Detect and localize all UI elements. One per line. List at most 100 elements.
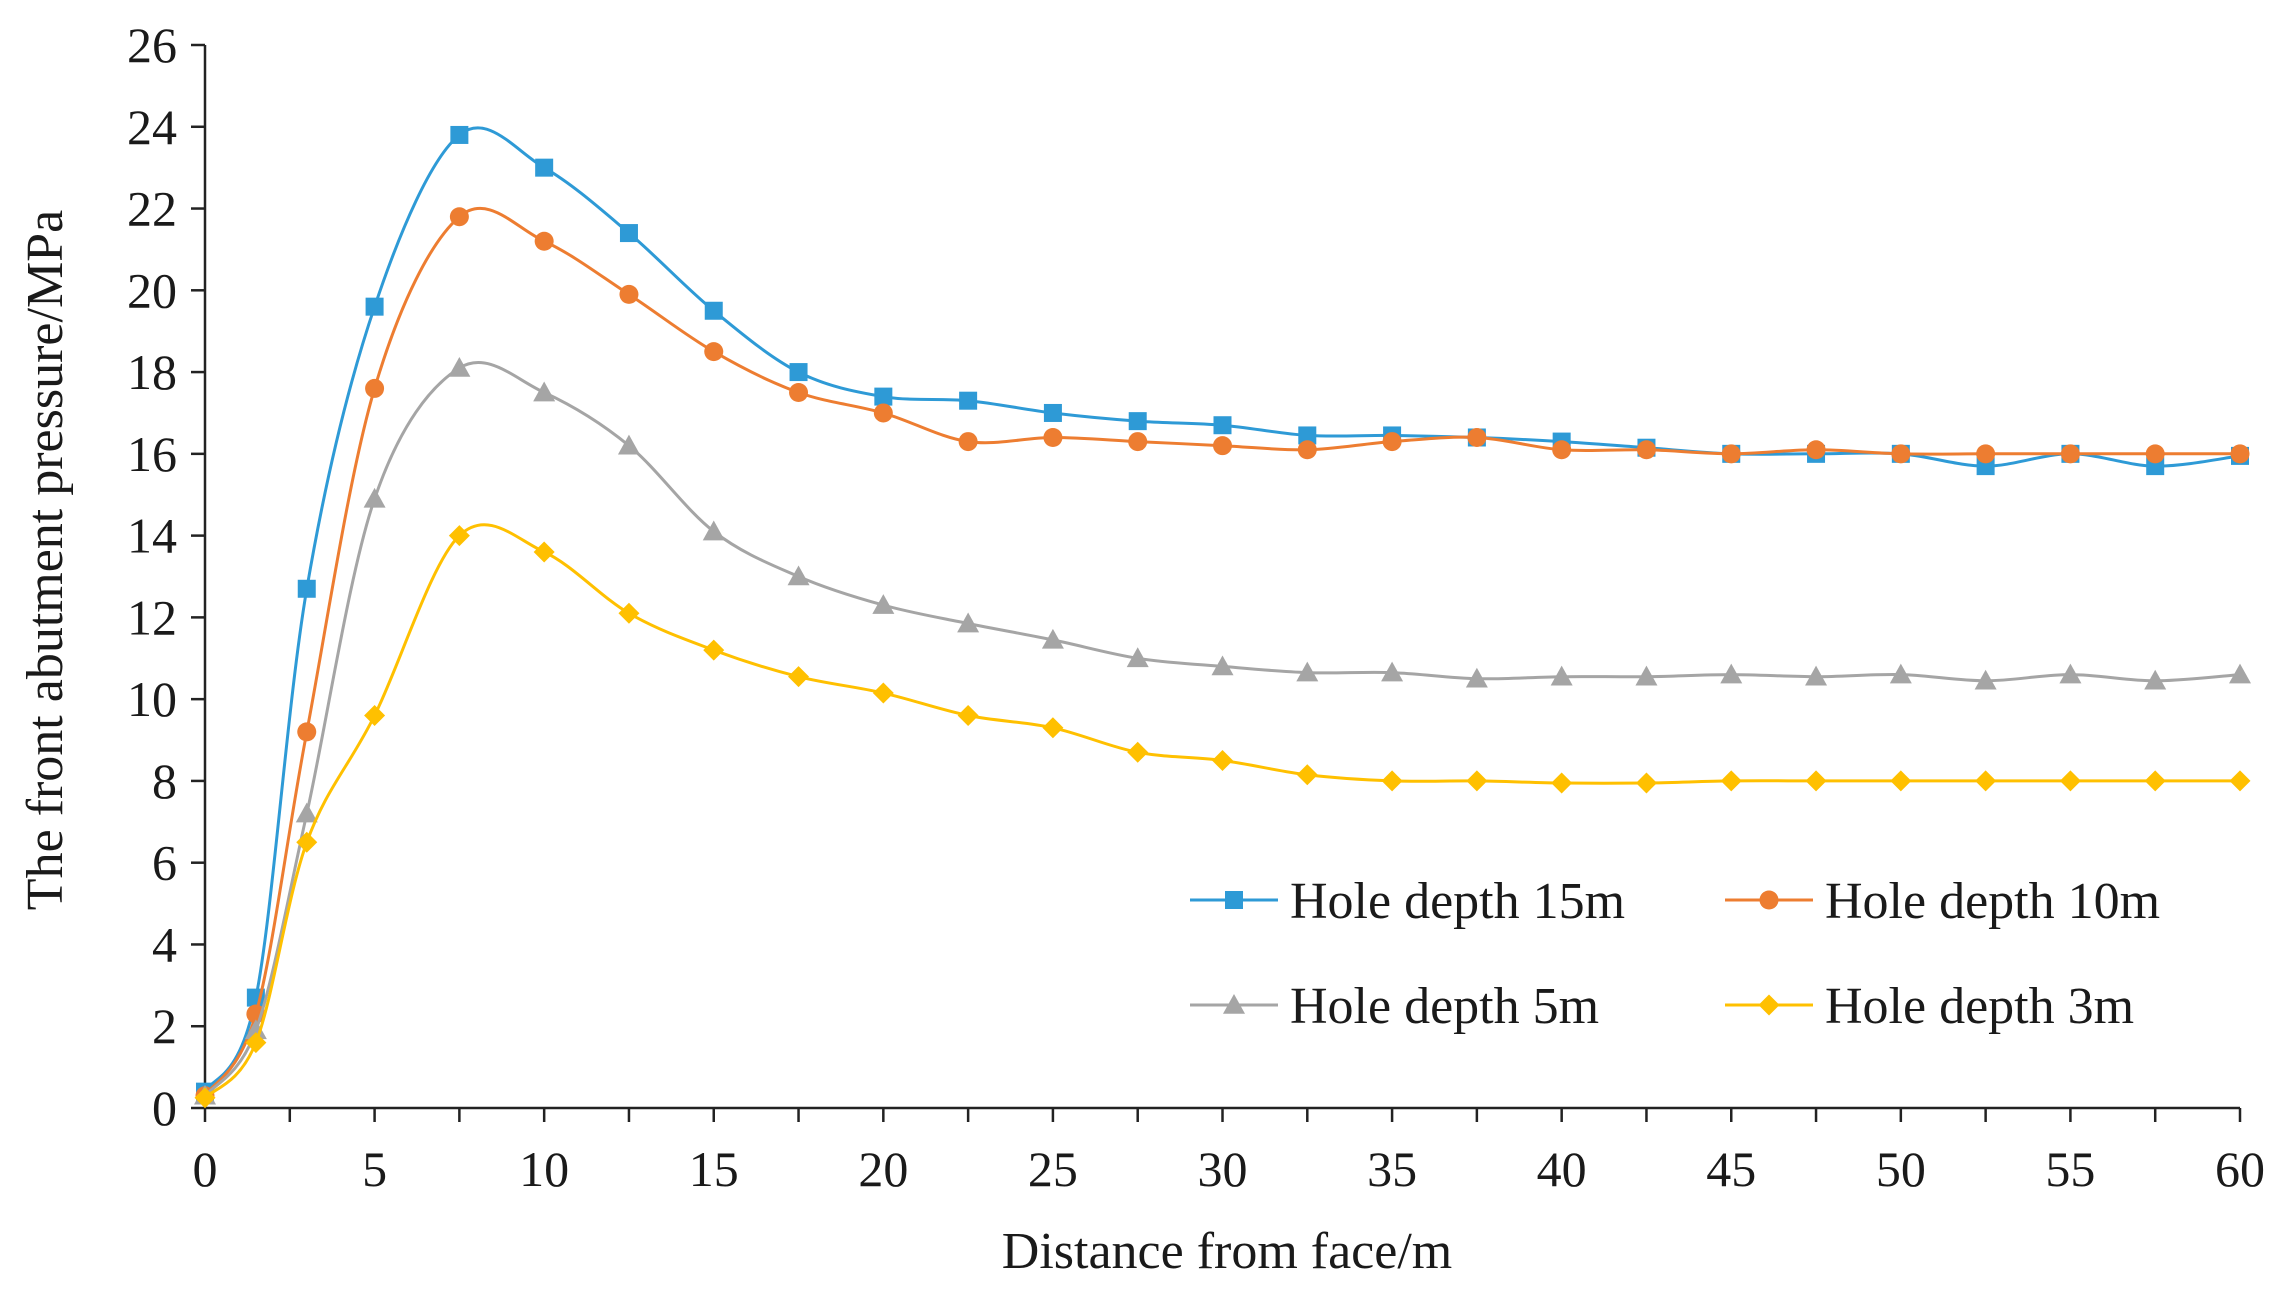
data-point bbox=[1127, 741, 1149, 763]
legend-marker bbox=[1225, 891, 1243, 909]
data-point bbox=[1976, 444, 1996, 464]
data-point bbox=[1213, 416, 1232, 435]
data-point bbox=[363, 487, 386, 508]
data-point bbox=[2144, 770, 2166, 792]
data-point bbox=[295, 802, 318, 823]
data-point bbox=[1213, 436, 1232, 456]
x-tick-label: 35 bbox=[1367, 1141, 1417, 1197]
legend-label: Hole depth 3m bbox=[1825, 978, 2134, 1035]
series-area bbox=[194, 125, 2251, 1109]
data-point bbox=[619, 284, 639, 304]
y-tick-label: 16 bbox=[127, 426, 177, 482]
data-point bbox=[617, 434, 640, 455]
legend-label: Hole depth 5m bbox=[1290, 978, 1599, 1035]
data-point bbox=[297, 722, 317, 742]
y-tick-label: 4 bbox=[152, 916, 177, 972]
legend-item: Hole depth 10m bbox=[1725, 873, 2160, 930]
series-3 bbox=[194, 523, 2251, 1109]
data-point bbox=[957, 705, 979, 727]
x-axis: 0 5 10 15 20 25 30 35 40 45 50 55 60 bbox=[193, 1106, 2265, 1197]
legend-marker bbox=[1223, 994, 1245, 1014]
series-2 bbox=[194, 356, 2251, 1105]
data-point bbox=[1128, 412, 1147, 431]
data-point bbox=[1465, 667, 1488, 688]
series-0 bbox=[196, 125, 2249, 1101]
data-point bbox=[619, 224, 638, 243]
y-tick-label: 24 bbox=[127, 99, 177, 155]
y-tick-label: 20 bbox=[127, 262, 177, 318]
data-point bbox=[1296, 661, 1319, 682]
legend: Hole depth 15m Hole depth 10m Hole depth 5… bbox=[1190, 873, 2160, 1035]
y-tick-label: 14 bbox=[127, 508, 177, 564]
data-point bbox=[1466, 770, 1488, 792]
data-point bbox=[1381, 770, 1403, 792]
data-point bbox=[957, 612, 980, 633]
data-point bbox=[1805, 665, 1828, 686]
data-point bbox=[1381, 661, 1404, 682]
data-point bbox=[872, 682, 894, 704]
x-tick-label: 45 bbox=[1706, 1141, 1756, 1197]
data-point bbox=[1043, 403, 1062, 422]
data-point bbox=[874, 387, 893, 406]
y-tick-label: 2 bbox=[152, 998, 177, 1054]
data-point bbox=[789, 383, 809, 403]
data-point bbox=[1636, 440, 1656, 460]
data-point bbox=[450, 125, 469, 144]
data-point bbox=[1042, 717, 1064, 739]
data-point bbox=[873, 403, 893, 423]
x-tick-label: 10 bbox=[519, 1141, 569, 1197]
data-point bbox=[2229, 770, 2251, 792]
data-point bbox=[959, 391, 978, 410]
data-point bbox=[1721, 444, 1741, 464]
data-point bbox=[533, 381, 556, 402]
y-tick-label: 22 bbox=[127, 181, 177, 237]
y-axis-title: The front abutment pressure/MPa bbox=[17, 210, 74, 910]
data-point bbox=[872, 594, 895, 614]
y-tick-label: 6 bbox=[152, 835, 177, 891]
x-tick-label: 0 bbox=[193, 1141, 218, 1197]
data-point bbox=[1891, 444, 1911, 464]
data-point bbox=[1297, 440, 1317, 460]
x-tick-label: 30 bbox=[1198, 1141, 1248, 1197]
data-point bbox=[702, 520, 725, 541]
data-point bbox=[704, 342, 724, 362]
data-point bbox=[194, 1087, 216, 1109]
data-point bbox=[2145, 444, 2165, 464]
x-tick-label: 55 bbox=[2045, 1141, 2095, 1197]
legend-item: Hole depth 15m bbox=[1190, 873, 1625, 930]
data-point bbox=[1890, 770, 1912, 792]
data-point bbox=[365, 378, 385, 398]
x-tick-label: 20 bbox=[858, 1141, 908, 1197]
data-point bbox=[787, 565, 810, 586]
data-point bbox=[788, 666, 810, 688]
data-point bbox=[1212, 749, 1233, 771]
x-axis-title: Distance from face/m bbox=[1002, 1223, 1452, 1280]
data-point bbox=[1298, 426, 1317, 445]
data-point bbox=[1805, 770, 1827, 792]
data-point bbox=[1041, 628, 1064, 649]
legend-marker bbox=[1758, 994, 1780, 1016]
data-point bbox=[1975, 770, 1997, 792]
data-point bbox=[1043, 427, 1063, 447]
y-tick-label: 8 bbox=[152, 753, 177, 809]
y-tick-label: 10 bbox=[127, 671, 177, 727]
data-point bbox=[449, 207, 469, 227]
x-tick-label: 25 bbox=[1028, 1141, 1078, 1197]
x-tick-label: 5 bbox=[362, 1141, 387, 1197]
data-point bbox=[2060, 444, 2080, 464]
data-point bbox=[1720, 770, 1742, 792]
data-point bbox=[1720, 663, 1743, 684]
legend-marker bbox=[1759, 890, 1779, 910]
series-line bbox=[203, 126, 2241, 1093]
data-point bbox=[297, 579, 316, 598]
data-point bbox=[1128, 432, 1148, 452]
data-point bbox=[534, 231, 554, 251]
legend-item: Hole depth 5m bbox=[1190, 978, 1599, 1035]
data-point bbox=[1126, 647, 1149, 668]
data-point bbox=[1635, 772, 1657, 794]
data-point bbox=[533, 541, 555, 563]
data-point bbox=[2144, 669, 2167, 690]
x-tick-label: 60 bbox=[2215, 1141, 2265, 1197]
